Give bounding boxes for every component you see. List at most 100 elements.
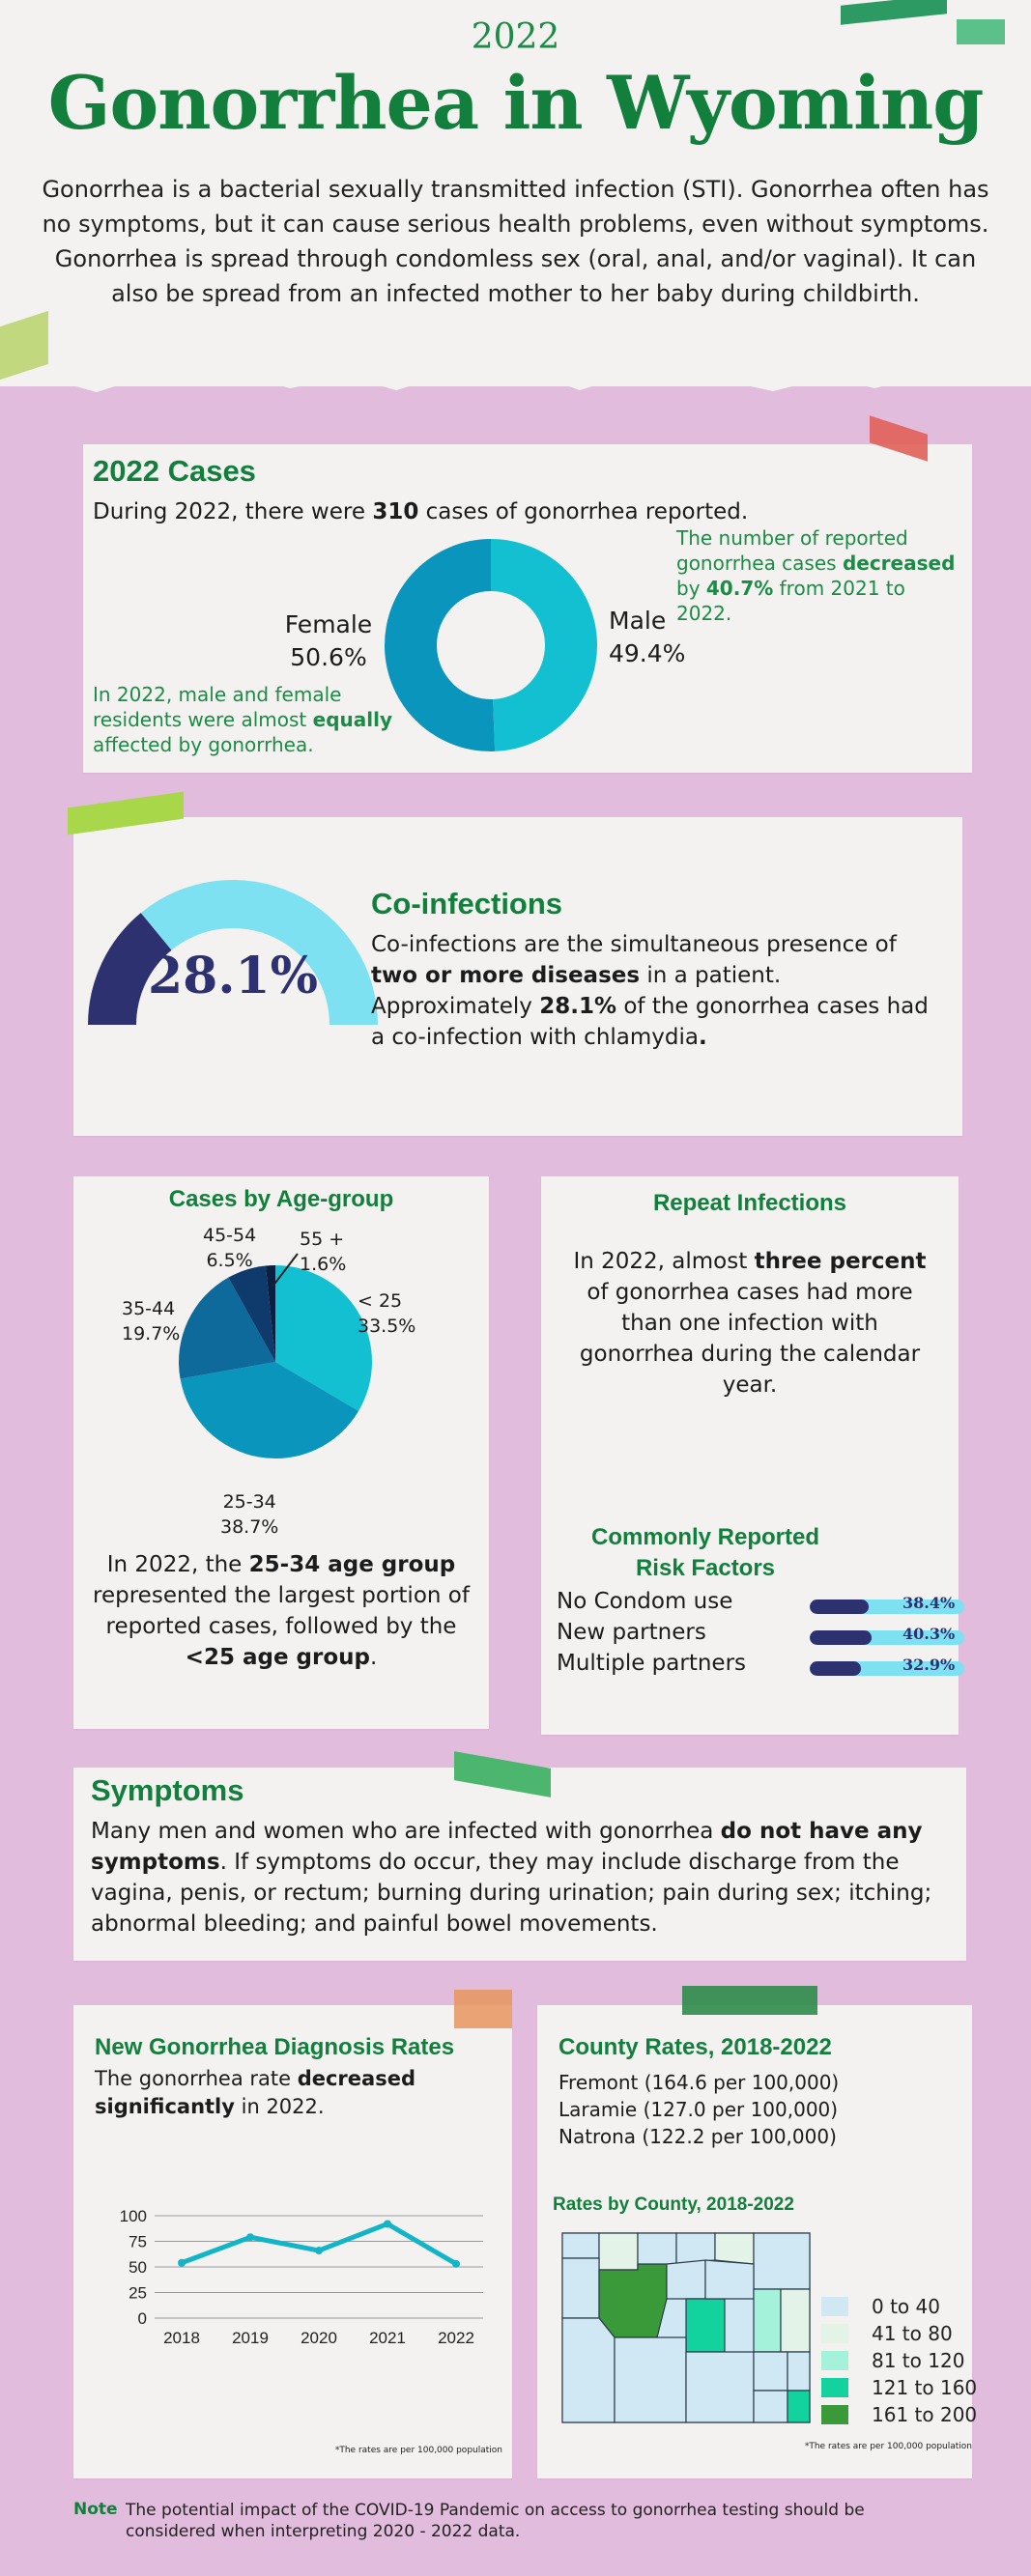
coinfections-heading: Co-infections (371, 887, 563, 920)
repeat-t2: of gonorrhea cases had more than one inf… (579, 1280, 921, 1398)
page-title: Gonorrhea in Wyoming (47, 60, 985, 146)
legend-label: 161 to 200 (872, 2403, 978, 2426)
map-county (561, 2317, 616, 2423)
cases-summary-pre: During 2022, there were (93, 499, 373, 524)
cases-count: 310 (372, 499, 419, 524)
female-label: Female (284, 610, 373, 638)
rate-point (384, 2220, 391, 2228)
map-county (666, 2259, 706, 2300)
legend-swatch (821, 2405, 848, 2424)
equal-bold: equally (312, 708, 392, 731)
age-45-54-value: 6.5% (206, 1250, 253, 1271)
legend-swatch (821, 2378, 848, 2397)
age-label-25-34: 25-34 38.7% (220, 1489, 278, 1540)
rate-point (178, 2258, 186, 2267)
map-county (704, 2259, 755, 2300)
map-county-fremont (598, 2263, 668, 2338)
y-tick-label: 25 (129, 2284, 147, 2303)
cases-summary: During 2022, there were 310 cases of gon… (93, 496, 788, 527)
rates-text: The gonorrhea rate decreased significant… (95, 2065, 481, 2121)
map-county (753, 2288, 782, 2353)
legend-label: 81 to 120 (872, 2349, 965, 2372)
age-55-leader-line (272, 1253, 299, 1288)
risk-bar-fill (810, 1661, 861, 1676)
x-tick-label: 2018 (163, 2329, 200, 2347)
gauge-rest-segment (140, 880, 378, 1025)
legend-label: 41 to 80 (872, 2322, 953, 2345)
age-pie-slice (228, 1265, 275, 1362)
decrease-bold: decreased (842, 552, 956, 575)
report-year: 2022 (471, 17, 560, 57)
map-heading: Rates by County, 2018-2022 (553, 2194, 794, 2215)
female-label-group: Female 50.6% (280, 609, 377, 674)
risk-bar-fill (810, 1630, 873, 1645)
age-55plus-value: 1.6% (300, 1254, 347, 1275)
county-item: Fremont (164.6 per 100,000) (558, 2071, 840, 2094)
symptoms-t1: Many men and women who are infected with… (91, 1819, 721, 1844)
y-tick-label: 0 (138, 2309, 147, 2328)
map-county-natrona (685, 2298, 726, 2353)
decorative-paint-swatch (682, 1986, 817, 2015)
repeat-text: In 2022, almost three percent of gonorrh… (570, 1246, 930, 1401)
risk-bar (810, 1661, 964, 1676)
rates-heading: New Gonorrhea Diagnosis Rates (95, 2034, 455, 2060)
decorative-paint-swatch (454, 1990, 512, 2028)
age-heading: Cases by Age-group (168, 1186, 394, 1212)
rates-t1: The gonorrhea rate (95, 2067, 298, 2090)
age-label-lt25: < 25 33.5% (358, 1288, 415, 1339)
decrease-post: from 2021 to 2022. (676, 577, 905, 625)
age-summary: In 2022, the 25-34 age group represented… (93, 1549, 470, 1673)
county-item: Laramie (127.0 per 100,000) (558, 2098, 839, 2121)
coinfection-gauge (88, 880, 378, 1025)
map-county (753, 2232, 811, 2290)
age-25-34-label: 25-34 (222, 1491, 276, 1513)
cases-decrease-note: The number of reported gonorrhea cases d… (676, 525, 966, 626)
cases-summary-post: cases of gonorrhea reported. (418, 499, 749, 524)
coinfections-text: Co-infections are the simultaneous prese… (371, 929, 931, 1053)
x-tick-label: 2022 (438, 2329, 474, 2347)
female-value: 50.6% (290, 643, 367, 671)
gauge-value: 28.1% (147, 947, 319, 1005)
repeat-t1: In 2022, almost (573, 1249, 755, 1274)
cases-equal-note: In 2022, male and female residents were … (93, 682, 402, 757)
age-summary-bold2: <25 age group (185, 1645, 370, 1670)
risk-value: 32.9% (902, 1656, 956, 1674)
symptoms-panel (73, 1768, 966, 1961)
age-summary-end: . (370, 1645, 378, 1670)
map-county (753, 2351, 788, 2392)
coinf-p1-bold: two or more diseases (371, 963, 641, 988)
age-pie-slice (265, 1265, 275, 1362)
symptoms-heading: Symptoms (91, 1773, 244, 1807)
decrease-pre: The number of reported gonorrhea cases (676, 526, 908, 575)
age-pie-slice (275, 1265, 372, 1411)
map-county (598, 2232, 639, 2271)
repeat-bold: three percent (754, 1249, 927, 1274)
age-label-35-44: 35-44 19.7% (122, 1296, 180, 1346)
y-tick-label: 100 (120, 2207, 147, 2225)
age-summary-pre: In 2022, the (106, 1552, 249, 1577)
rates-line-chart: 0 25 50 75 100 2018 2019 2020 2021 2022 (120, 2207, 483, 2347)
repeat-heading: Repeat Infections (652, 1190, 847, 1216)
risk-heading: Commonly Reported Risk Factors (560, 1522, 850, 1584)
map-county (685, 2351, 755, 2423)
map-county-laramie (787, 2390, 811, 2423)
age-label-45-54: 45-54 6.5% (203, 1223, 256, 1273)
age-summary-bold1: 25-34 age group (248, 1552, 456, 1577)
legend-swatch (821, 2324, 848, 2343)
legend-swatch (821, 2297, 848, 2316)
symptoms-t2: . If symptoms do occur, they may include… (91, 1850, 932, 1937)
symptoms-bold: do not have any symptoms (91, 1819, 923, 1875)
risk-label: No Condom use (557, 1589, 733, 1614)
map-county (787, 2351, 811, 2392)
age-25-34-value: 38.7% (220, 1516, 279, 1538)
coinf-p2: in a patient. Approximately (371, 963, 782, 1019)
county-heading: County Rates, 2018-2022 (558, 2034, 832, 2060)
legend-label: 121 to 160 (872, 2376, 978, 2399)
age-label-55plus: 55 + 1.6% (300, 1227, 346, 1277)
age-45-54-label: 45-54 (203, 1225, 257, 1246)
age-pie-chart (179, 1265, 372, 1458)
rate-point (246, 2233, 254, 2242)
rate-point (315, 2247, 323, 2255)
risk-bar-fill (810, 1599, 870, 1614)
age-lt25-label: < 25 (358, 1290, 403, 1312)
